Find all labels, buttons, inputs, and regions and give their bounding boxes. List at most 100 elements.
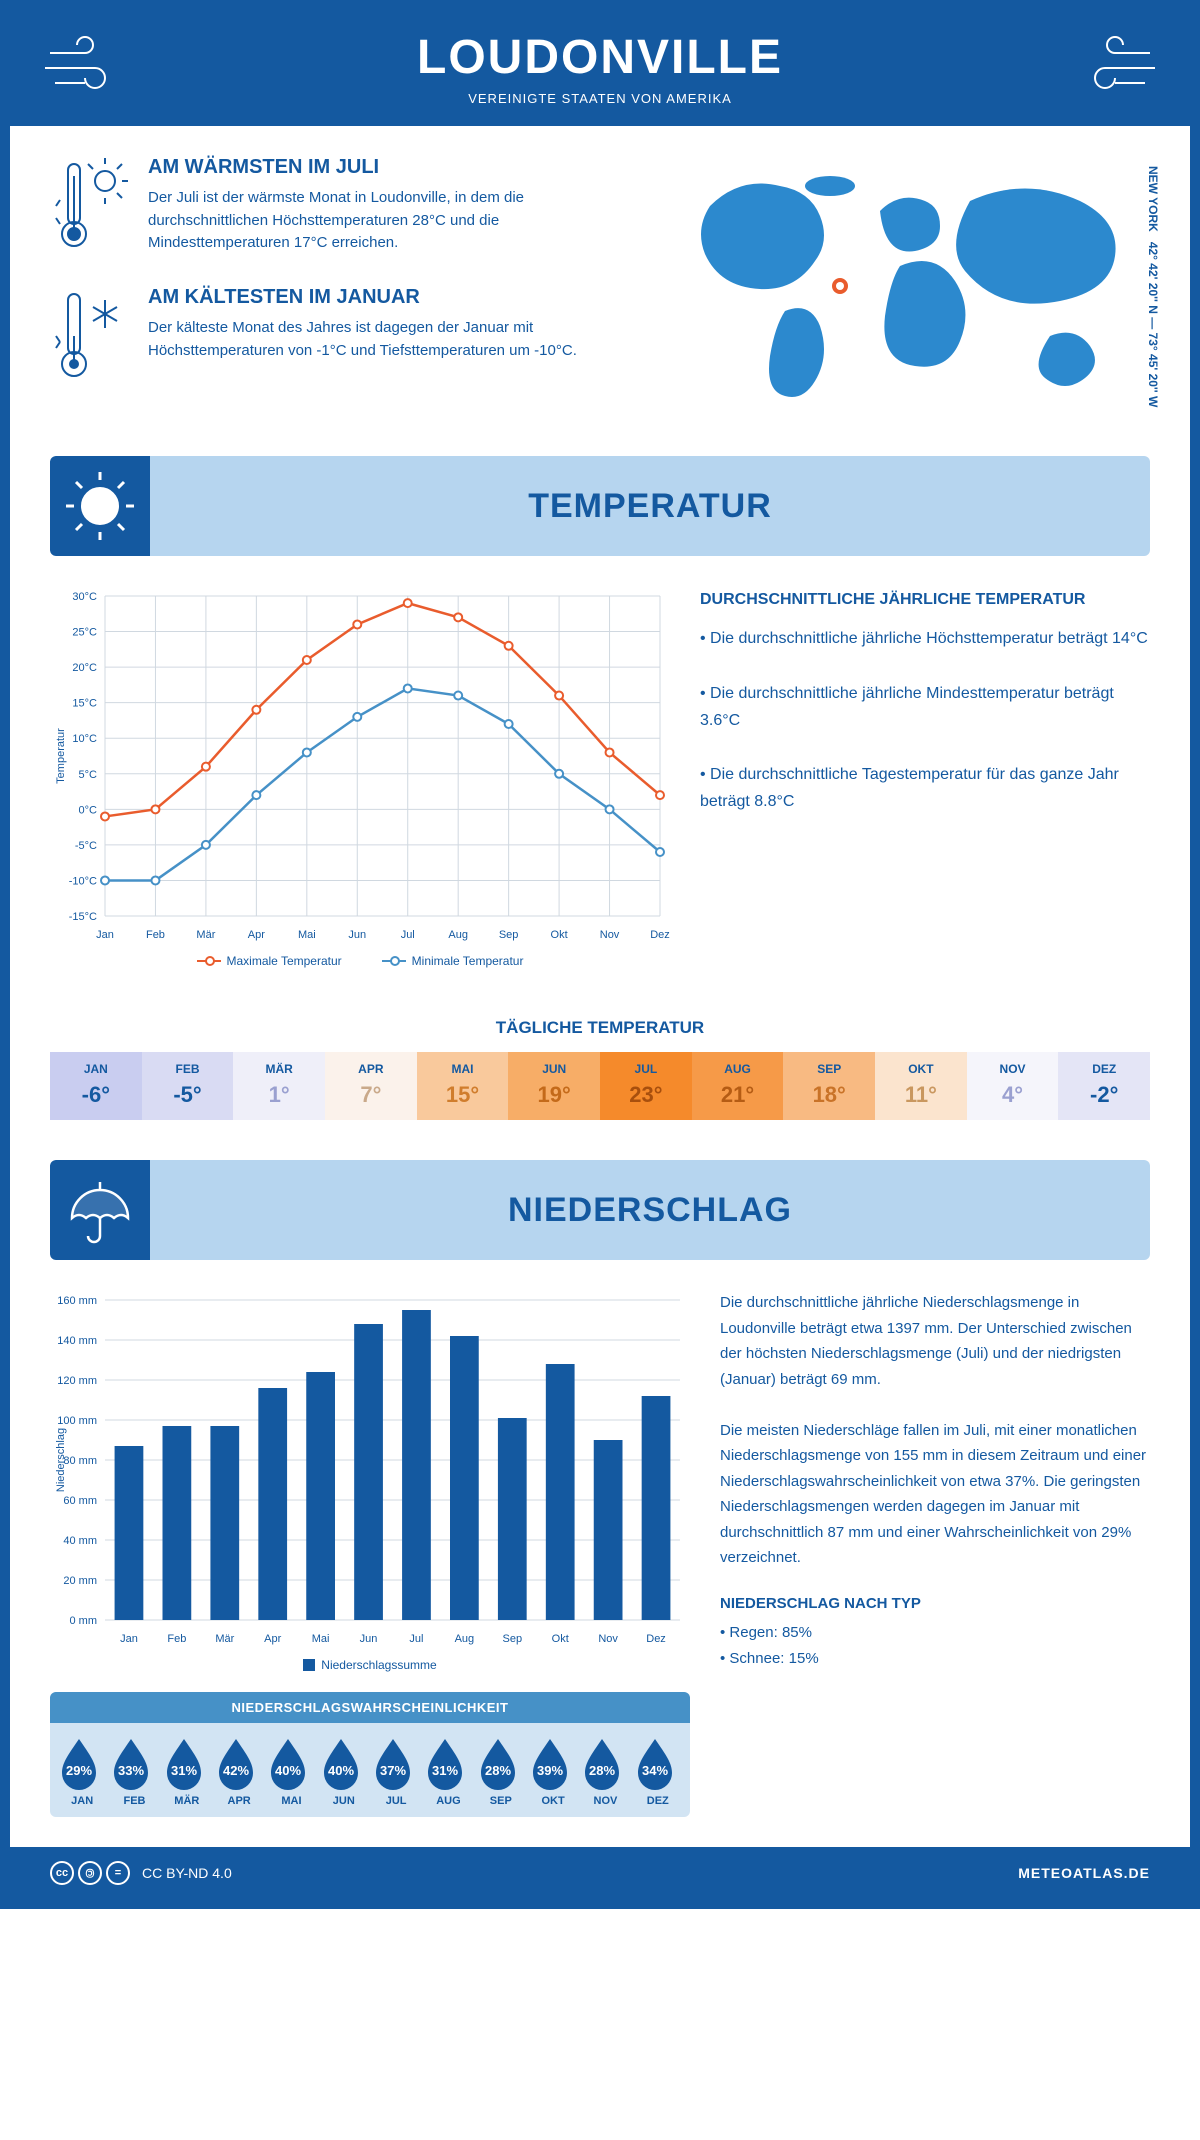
precip-title: NIEDERSCHLAG [150,1191,1150,1230]
svg-text:31%: 31% [432,1763,458,1778]
svg-text:Niederschlag: Niederschlag [55,1428,67,1492]
daily-temp-grid: JAN-6°FEB-5°MÄR1°APR7°MAI15°JUN19°JUL23°… [50,1052,1150,1120]
site-name: METEOATLAS.DE [1018,1865,1150,1881]
temperature-title: TEMPERATUR [150,487,1150,526]
precip-type-2: • Schnee: 15% [720,1646,1150,1672]
temp-stat-2: • Die durchschnittliche jährliche Mindes… [700,680,1150,734]
svg-text:60 mm: 60 mm [63,1495,97,1507]
daily-cell: JUN19° [508,1052,600,1120]
svg-text:Mär: Mär [215,1633,234,1645]
svg-text:-5°C: -5°C [75,840,97,852]
precip-probability-box: NIEDERSCHLAGSWAHRSCHEINLICHKEIT 29%JAN33… [50,1692,690,1817]
prob-cell: 37%JUL [370,1735,422,1807]
prob-cell: 31%MÄR [161,1735,213,1807]
svg-text:Sep: Sep [499,929,519,941]
svg-text:Sep: Sep [503,1633,523,1645]
svg-text:Feb: Feb [146,929,165,941]
coldest-block: AM KÄLTESTEN IM JANUAR Der kälteste Mona… [50,286,620,386]
license-text: CC BY-ND 4.0 [142,1865,232,1881]
daily-cell: OKT11° [875,1052,967,1120]
umbrella-icon [50,1160,150,1260]
svg-text:Nov: Nov [598,1633,618,1645]
svg-text:Apr: Apr [248,929,265,941]
svg-text:15°C: 15°C [72,698,97,710]
thermometer-sun-icon [50,156,130,256]
svg-text:Aug: Aug [455,1633,475,1645]
temperature-line-chart: -15°C-10°C-5°C0°C5°C10°C15°C20°C25°C30°C… [50,586,670,946]
cc-icons: cc🄯= [50,1861,130,1885]
location-marker [829,275,851,297]
svg-text:Okt: Okt [552,1633,569,1645]
prob-cell: 40%MAI [265,1735,317,1807]
svg-text:0°C: 0°C [79,804,98,816]
svg-text:33%: 33% [118,1763,144,1778]
svg-text:5°C: 5°C [79,769,98,781]
svg-text:28%: 28% [589,1763,615,1778]
prob-cell: 40%JUN [318,1735,370,1807]
svg-text:Mai: Mai [298,929,316,941]
precip-legend: Niederschlagssumme [50,1658,690,1672]
warmest-block: AM WÄRMSTEN IM JULI Der Juli ist der wär… [50,156,620,256]
daily-cell: MAI15° [417,1052,509,1120]
warmest-title: AM WÄRMSTEN IM JULI [148,156,620,179]
precip-para-1: Die durchschnittliche jährliche Niedersc… [720,1290,1150,1392]
temp-stat-1: • Die durchschnittliche jährliche Höchst… [700,625,1150,652]
daily-cell: JAN-6° [50,1052,142,1120]
svg-text:Dez: Dez [646,1633,666,1645]
svg-text:Apr: Apr [264,1633,281,1645]
svg-text:20°C: 20°C [72,662,97,674]
svg-text:80 mm: 80 mm [63,1455,97,1467]
prob-heading: NIEDERSCHLAGSWAHRSCHEINLICHKEIT [50,1692,690,1723]
svg-text:30°C: 30°C [72,591,97,603]
header: LOUDONVILLE VEREINIGTE STAATEN VON AMERI… [10,10,1190,126]
svg-text:160 mm: 160 mm [57,1295,97,1307]
daily-cell: JUL23° [600,1052,692,1120]
svg-text:Jan: Jan [120,1633,138,1645]
svg-text:Dez: Dez [650,929,670,941]
svg-text:-15°C: -15°C [69,911,97,923]
prob-cell: 31%AUG [422,1735,474,1807]
svg-text:40%: 40% [275,1763,301,1778]
coordinates: NEW YORK 42° 42' 20'' N — 73° 45' 20'' W [1146,166,1160,407]
svg-text:39%: 39% [537,1763,563,1778]
svg-text:Aug: Aug [448,929,468,941]
svg-text:140 mm: 140 mm [57,1335,97,1347]
wind-icon [1070,33,1160,103]
coldest-text: Der kälteste Monat des Jahres ist dagege… [148,317,620,362]
sun-icon [50,456,150,556]
svg-text:Okt: Okt [551,929,568,941]
svg-text:28%: 28% [485,1763,511,1778]
svg-text:Nov: Nov [600,929,620,941]
daily-cell: NOV4° [967,1052,1059,1120]
svg-text:120 mm: 120 mm [57,1375,97,1387]
prob-cell: 39%OKT [527,1735,579,1807]
svg-text:100 mm: 100 mm [57,1415,97,1427]
svg-text:0 mm: 0 mm [70,1615,98,1627]
svg-text:Jul: Jul [401,929,415,941]
precipitation-bar-chart: 0 mm20 mm40 mm60 mm80 mm100 mm120 mm140 … [50,1290,690,1650]
svg-text:42%: 42% [223,1763,249,1778]
prob-cell: 34%DEZ [632,1735,684,1807]
daily-cell: DEZ-2° [1058,1052,1150,1120]
temp-stat-3: • Die durchschnittliche Tagestemperatur … [700,761,1150,815]
thermometer-snow-icon [50,286,130,386]
prob-cell: 28%NOV [579,1735,631,1807]
warmest-text: Der Juli ist der wärmste Monat in Loudon… [148,187,620,255]
precip-type-1: • Regen: 85% [720,1620,1150,1646]
svg-text:25°C: 25°C [72,627,97,639]
svg-text:Jun: Jun [348,929,366,941]
svg-text:37%: 37% [380,1763,406,1778]
svg-text:Temperatur: Temperatur [55,728,67,784]
daily-cell: MÄR1° [233,1052,325,1120]
svg-text:20 mm: 20 mm [63,1575,97,1587]
country-subtitle: VEREINIGTE STAATEN VON AMERIKA [30,91,1170,106]
daily-cell: APR7° [325,1052,417,1120]
daily-temp-title: TÄGLICHE TEMPERATUR [10,1018,1190,1038]
prob-cell: 33%FEB [108,1735,160,1807]
svg-text:Jul: Jul [409,1633,423,1645]
prob-cell: 42%APR [213,1735,265,1807]
temp-legend: Maximale Temperatur Minimale Temperatur [50,954,670,968]
city-title: LOUDONVILLE [30,30,1170,85]
svg-text:40%: 40% [328,1763,354,1778]
daily-cell: SEP18° [783,1052,875,1120]
